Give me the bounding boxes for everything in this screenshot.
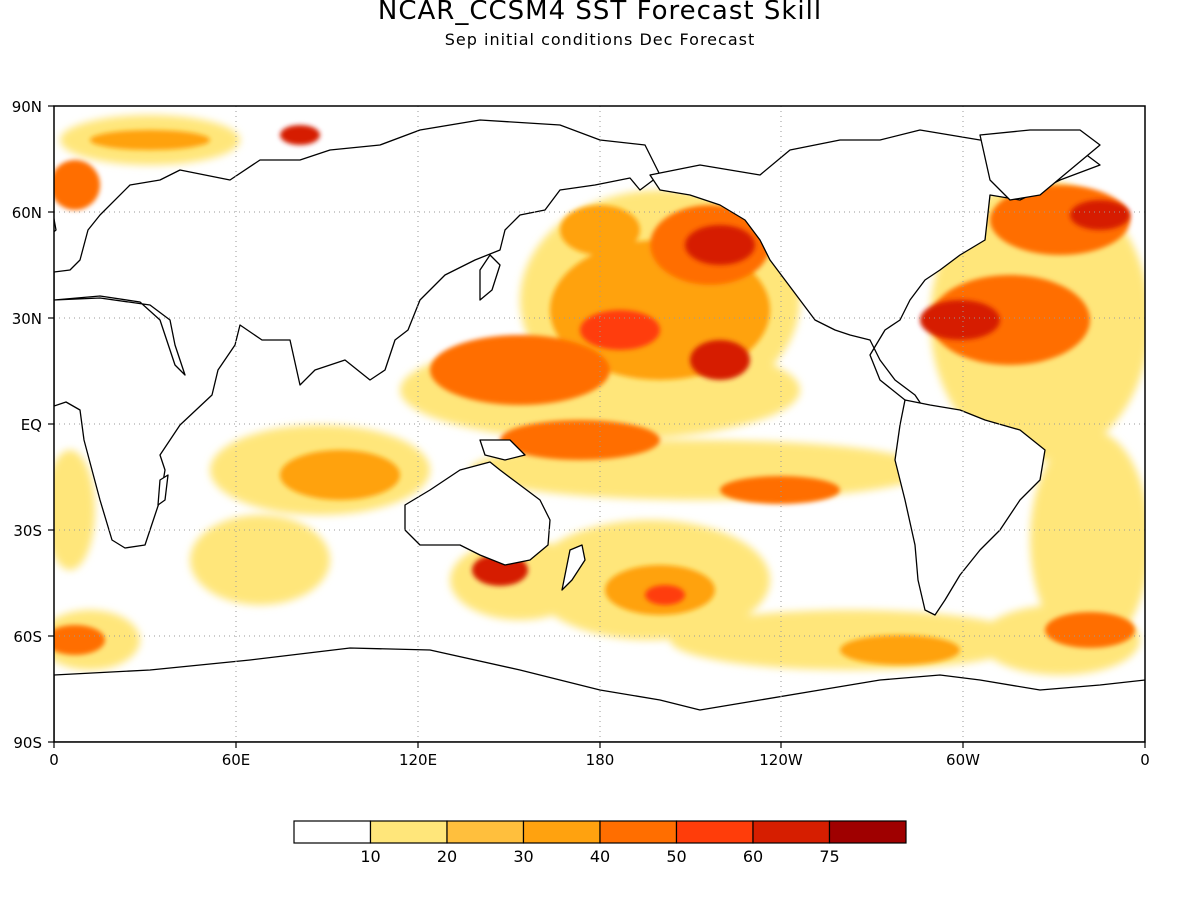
antarctica-outline — [54, 647, 1145, 742]
colorbar-swatch-0 — [293, 820, 372, 844]
grid-lines — [54, 106, 1145, 742]
lat-label: 90S — [13, 734, 42, 752]
japan-outline — [479, 254, 501, 301]
skill-field — [54, 115, 1145, 675]
lon-label: 0 — [49, 751, 59, 769]
new-guinea-outline — [479, 439, 526, 461]
skill-patch-alaska-high — [685, 225, 755, 265]
lat-label: 30N — [12, 310, 42, 328]
lon-label: 60W — [946, 751, 980, 769]
skill-patch-npac-east-high — [690, 340, 750, 380]
lat-label: EQ — [21, 416, 42, 434]
skill-patch-southern-atl-mid — [1045, 612, 1135, 648]
colorbar-label: 20 — [437, 847, 457, 866]
skill-patch-benguela-base — [54, 450, 95, 570]
axis-ticks — [48, 105, 1146, 748]
lat-label: 60N — [12, 204, 42, 222]
skill-patch-gulfstream-high — [920, 300, 1000, 340]
colorbar-label: 50 — [666, 847, 686, 866]
colorbar-swatch-4 — [599, 820, 678, 844]
lon-label: 60E — [222, 751, 251, 769]
colorbar-swatch-5 — [675, 820, 754, 844]
lon-label: 120E — [399, 751, 437, 769]
skill-patch-kara-high — [280, 125, 320, 145]
skill-patch-southern-mid — [840, 635, 960, 665]
colorbar-label: 30 — [513, 847, 533, 866]
lon-labels: 0 60E 120E 180 120W 60W 0 — [49, 751, 1150, 769]
chart-subtitle: Sep initial conditions Dec Forecast — [444, 30, 756, 49]
colorbar-swatch-7 — [828, 820, 907, 844]
lon-label: 180 — [586, 751, 615, 769]
skill-patch-satl-base — [1030, 430, 1145, 650]
lon-label: 120W — [759, 751, 803, 769]
colorbar: 10 20 30 40 50 60 75 — [293, 820, 907, 866]
skill-patch-indian-mid — [280, 450, 400, 500]
skill-patch-southern-base — [670, 610, 1030, 670]
lat-label: 30S — [13, 522, 42, 540]
colorbar-swatch-3 — [522, 820, 601, 844]
skill-patch-irminger-high — [1070, 200, 1130, 230]
skill-patch-bering — [560, 205, 640, 255]
lat-labels: 90N 60N 30N EQ 30S 60S 90S — [12, 98, 42, 752]
eurasia-africa-outline — [54, 119, 661, 549]
skill-patch-natl-mid — [930, 275, 1090, 365]
colorbar-swatch-2 — [446, 820, 525, 844]
skill-patch-southern-west-mid — [54, 625, 105, 655]
africa-west-outline — [54, 295, 186, 376]
colorbar-swatch-6 — [752, 820, 831, 844]
australia-outline — [404, 461, 551, 566]
continent-outlines — [54, 119, 1145, 742]
chart-title: NCAR_CCSM4 SST Forecast Skill — [377, 0, 823, 26]
colorbar-label: 10 — [360, 847, 380, 866]
colorbar-label: 60 — [743, 847, 763, 866]
skill-patch-spcz-mid — [720, 476, 840, 504]
skill-patch-npac-high — [580, 310, 660, 350]
skill-patch-kuroshio — [430, 335, 610, 405]
skill-patch-barents — [90, 130, 210, 150]
south-america-outline — [894, 399, 1046, 616]
colorbar-label: 40 — [590, 847, 610, 866]
colorbar-label: 75 — [819, 847, 839, 866]
lat-label: 60S — [13, 628, 42, 646]
skill-patch-warmpool — [500, 420, 660, 460]
colorbar-swatch-1 — [369, 820, 448, 844]
skill-layer-high — [280, 125, 1130, 605]
madagascar-outline — [157, 474, 169, 506]
greenland-outline — [979, 129, 1101, 201]
lat-label: 90N — [12, 98, 42, 116]
new-zealand-outline — [561, 544, 586, 591]
lon-label: 0 — [1140, 751, 1150, 769]
skill-patch-spac-high — [645, 585, 685, 605]
skill-patch-norway — [54, 160, 100, 210]
skill-patch-sindian-base — [190, 515, 330, 605]
